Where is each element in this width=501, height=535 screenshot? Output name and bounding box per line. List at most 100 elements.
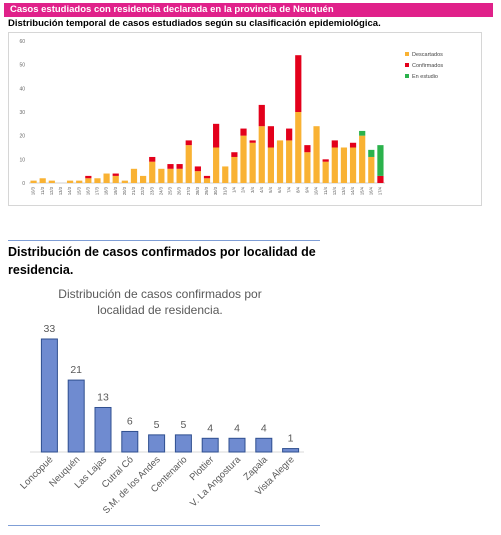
x-tick-label: 1/4 [231, 186, 236, 192]
x-tick-label: 20/3 [122, 186, 127, 195]
bar-segment [313, 126, 320, 183]
x-tick-label: 13/4 [341, 186, 346, 195]
bar-segment [258, 126, 265, 183]
x-tick-label: 4/4 [259, 186, 264, 192]
bar-segment [322, 159, 329, 162]
bar-segment [30, 180, 37, 183]
chart2-panel: Distribución de casos confirmados por loc… [8, 282, 320, 526]
x-tick-label: 24/3 [158, 186, 163, 195]
category-label: Loncopué [18, 454, 55, 491]
x-tick-label: 6/4 [277, 186, 282, 192]
bar-segment [322, 161, 329, 183]
x-tick-label: 29/3 [204, 186, 209, 195]
y-tick-label: 60 [19, 39, 25, 45]
bar-segment [267, 126, 275, 148]
header-banner: Casos estudiados con residencia declarad… [4, 3, 493, 17]
data-label: 21 [70, 364, 82, 376]
y-tick-label: 30 [19, 110, 25, 116]
chart1-panel: 0 10 20 30 40 50 60 10/3 11/3 12/3 13/3 14/3 15/3 16/… [8, 32, 482, 206]
data-label: 4 [261, 422, 267, 434]
bar-segment [66, 180, 74, 183]
bar [67, 379, 85, 453]
x-tick-label: 7/4 [286, 186, 291, 192]
bar-segment [213, 123, 220, 148]
x-tick-label: 23/3 [149, 186, 154, 195]
bar-segment [167, 168, 174, 183]
x-tick-label: 25/3 [168, 186, 173, 195]
data-label: 5 [180, 419, 186, 431]
bar-segment [76, 180, 83, 183]
x-tick-label: 14/4 [350, 186, 355, 195]
x-tick-label: 10/3 [31, 186, 36, 195]
x-tick-label: 31/3 [222, 186, 227, 195]
bar-segment [130, 168, 138, 183]
bar-segment [377, 175, 384, 183]
bar [94, 406, 112, 453]
chart2-title-line2: localidad de residencia. [97, 303, 222, 317]
x-tick-label: 21/3 [131, 186, 136, 195]
bar-segment [258, 104, 265, 127]
bar-segment [203, 178, 211, 183]
y-tick-label: 20 [19, 134, 25, 140]
bar-segment [194, 171, 201, 183]
bar-segment [222, 166, 229, 183]
x-tick-label: 11/3 [40, 186, 45, 195]
chart1-subtitle: Distribución temporal de casos estudiado… [8, 18, 381, 29]
x-tick-label: 15/3 [76, 186, 81, 195]
x-tick-label: 16/4 [368, 186, 373, 195]
bar-segment [185, 145, 192, 183]
bar-segment [240, 128, 247, 136]
x-tick-label: 22/3 [140, 186, 145, 195]
bar [201, 437, 219, 453]
bar [40, 338, 58, 453]
data-label: 1 [288, 433, 294, 445]
bar-segment [231, 152, 238, 157]
x-tick-label: 17/3 [95, 186, 100, 195]
bar-segment [85, 178, 92, 183]
x-tick-label: 27/3 [186, 186, 191, 195]
bar-segment [349, 142, 357, 148]
banner-title: Casos estudiados con residencia declarad… [10, 4, 334, 15]
bar-segment [213, 147, 220, 183]
bar [174, 434, 192, 453]
bar-segment [267, 147, 275, 183]
bar [282, 448, 300, 453]
x-tick-label: 13/3 [58, 186, 63, 195]
x-tick-label: 15/4 [359, 186, 364, 195]
bar-segment [48, 180, 55, 183]
x-tick-label: 17/4 [378, 186, 383, 195]
x-tick-label: 28/3 [195, 186, 200, 195]
chart2-title-line1: Distribución de casos confirmados por [58, 287, 261, 301]
x-tick-label: 9/4 [305, 186, 310, 192]
chart2-bottom-border [8, 525, 320, 526]
y-tick-label: 0 [22, 181, 25, 187]
x-tick-label: 3/4 [250, 186, 255, 192]
x-tick-label: 10/4 [314, 186, 319, 195]
bar-segment [359, 130, 366, 136]
bar-segment [94, 178, 101, 183]
bar-segment [249, 142, 256, 183]
bar-segment [304, 145, 311, 153]
bar-segment [331, 147, 338, 183]
legend-label: Descartados [412, 52, 443, 58]
x-tick-label: 5/4 [268, 186, 273, 192]
x-tick-label: 26/3 [177, 186, 182, 195]
data-label: 13 [97, 391, 109, 403]
x-tick-label: 11/4 [323, 186, 328, 195]
section2-title: Distribución de casos confirmados por lo… [8, 245, 316, 277]
bar-segment [85, 175, 92, 179]
bar-segment [359, 135, 366, 183]
x-tick-label: 12/4 [332, 186, 337, 195]
data-label: 33 [44, 323, 56, 335]
bar-segment [231, 156, 238, 183]
x-tick-label: 8/4 [295, 186, 300, 192]
bar-segment [185, 140, 192, 146]
bar-segment [377, 145, 384, 176]
x-tick-label: 16/3 [85, 186, 90, 195]
bar [148, 434, 166, 453]
section2-divider [8, 240, 320, 241]
x-tick-label: 18/3 [104, 186, 109, 195]
legend-label: Confirmados [412, 63, 443, 69]
bar-segment [249, 140, 256, 143]
bar-segment [121, 180, 128, 183]
